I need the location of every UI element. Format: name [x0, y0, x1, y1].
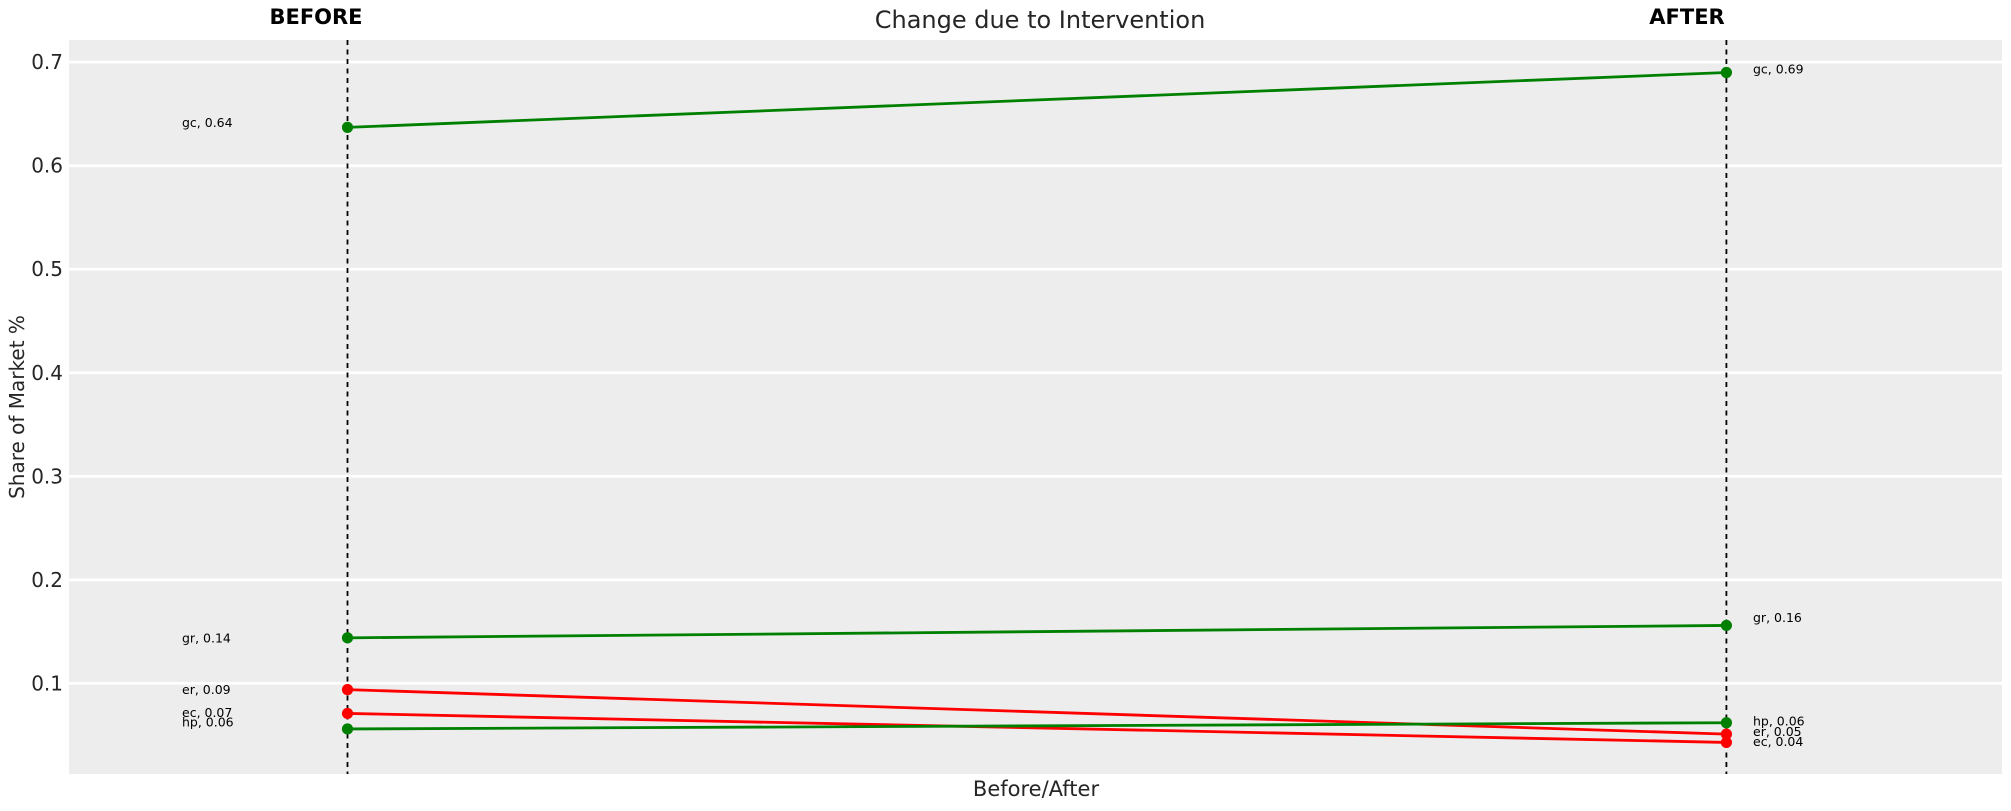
after-column-header: AFTER	[1649, 5, 1725, 29]
y-tick-label-0.2: 0.2	[31, 568, 63, 592]
data-label-er-before: er, 0.09	[182, 682, 231, 697]
data-point-er-before	[341, 684, 354, 696]
y-tick-label-0.1: 0.1	[31, 671, 63, 695]
data-label-ec-before: ec, 0.07	[182, 705, 232, 720]
data-point-er-after	[1720, 728, 1732, 740]
data-point-hp-after	[1720, 717, 1732, 729]
y-tick-label-0.7: 0.7	[31, 50, 63, 74]
data-point-gc-before	[341, 121, 354, 133]
y-tick-label-0.3: 0.3	[31, 464, 63, 488]
y-tick-label-0.4: 0.4	[31, 361, 63, 385]
data-label-er-after: er, 0.05	[1753, 724, 1802, 739]
chart-title: Change due to Intervention	[874, 6, 1206, 34]
before-column-header: BEFORE	[269, 5, 363, 29]
plot-background	[69, 40, 2002, 774]
data-label-gr-before: gr, 0.14	[182, 630, 231, 645]
data-point-gr-after	[1720, 619, 1732, 632]
data-label-hp-before: hp, 0.06	[182, 714, 234, 729]
data-point-ec-before	[341, 707, 354, 720]
data-label-gr-after: gr, 0.16	[1753, 610, 1802, 625]
y-tick-label-0.5: 0.5	[31, 257, 63, 281]
data-label-gc-after: gc, 0.69	[1753, 62, 1804, 77]
data-point-gc-after	[1720, 66, 1732, 79]
data-label-ec-after: ec, 0.04	[1753, 734, 1803, 749]
data-point-hp-before	[341, 723, 354, 735]
data-point-gr-before	[341, 632, 354, 644]
series-line-ec	[347, 712, 1727, 744]
y-axis-label: Share of Market %	[5, 315, 29, 499]
data-label-hp-after: hp, 0.06	[1753, 714, 1805, 729]
series-line-er	[347, 688, 1727, 736]
series-line-gc	[347, 71, 1727, 129]
series-line-gr	[347, 624, 1727, 640]
series-line-hp	[347, 721, 1727, 731]
x-axis-label: Before/After	[972, 777, 1100, 801]
data-point-ec-after	[1720, 736, 1732, 749]
y-tick-label-0.6: 0.6	[31, 154, 63, 178]
data-label-gc-before: gc, 0.64	[182, 115, 233, 130]
